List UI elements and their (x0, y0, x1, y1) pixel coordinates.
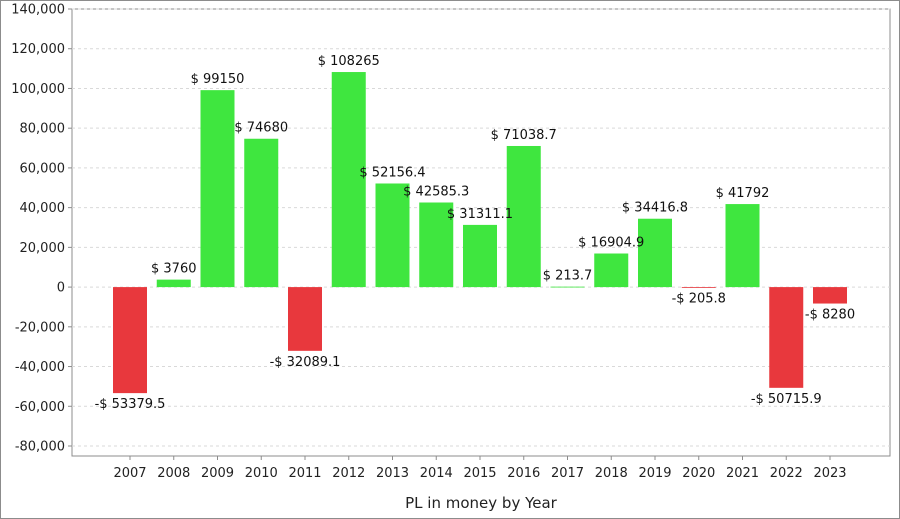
y-tick-label: 140,000 (11, 3, 65, 18)
x-tick-label: 2019 (638, 466, 671, 481)
y-tick-label: -40,000 (15, 360, 65, 375)
data-label-2012: $ 108265 (318, 54, 380, 69)
bar-2007 (113, 287, 147, 394)
bar-2015 (463, 224, 497, 288)
y-tick-label: 100,000 (11, 82, 65, 97)
data-label-2019: $ 34416.8 (622, 201, 688, 216)
bar-2012 (331, 72, 366, 288)
data-label-2008: $ 3760 (151, 262, 197, 277)
data-labels: -$ 53379.5 $ 3760 $ 99150 $ 74680 -$ 32089.1… (95, 54, 856, 412)
data-label-2021: $ 41792 (716, 186, 770, 201)
x-axis: 2007 2008 2009 2010 2011 2012 2013 2014 2015 2016… (113, 456, 847, 481)
x-tick-label: 2012 (332, 466, 365, 481)
x-tick-label: 2011 (288, 466, 321, 481)
data-label-2020: -$ 205.8 (672, 291, 726, 306)
data-label-2010: $ 74680 (234, 121, 288, 136)
bar-2020 (681, 287, 716, 288)
x-tick-label: 2018 (595, 466, 628, 481)
y-tick-label: 60,000 (20, 161, 66, 176)
x-tick-label: 2020 (682, 466, 715, 481)
x-tick-label: 2013 (376, 466, 409, 481)
x-tick-label: 2021 (726, 466, 759, 481)
bar-2018 (594, 253, 629, 288)
data-label-2018: $ 16904.9 (578, 236, 644, 251)
bar-2017 (550, 286, 585, 288)
data-label-2007: -$ 53379.5 (95, 397, 166, 412)
x-tick-label: 2008 (157, 466, 190, 481)
bar-2011 (288, 287, 322, 351)
data-label-2009: $ 99150 (191, 72, 245, 87)
y-tick-label: -60,000 (15, 400, 65, 415)
x-tick-label: 2009 (201, 466, 234, 481)
data-label-2015: $ 31311.1 (447, 207, 513, 222)
x-tick-label: 2022 (770, 466, 803, 481)
bars (113, 72, 847, 394)
data-label-2022: -$ 50715.9 (751, 392, 822, 407)
y-axis: 140,000 120,000 100,000 80,000 60,000 40,000 2… (11, 3, 72, 455)
bar-2022 (769, 287, 804, 388)
data-label-2017: $ 213.7 (543, 269, 593, 284)
x-tick-label: 2017 (551, 466, 584, 481)
x-tick-label: 2023 (813, 466, 846, 481)
x-tick-label: 2016 (507, 466, 540, 481)
bar-2008 (156, 279, 191, 288)
bar-2021 (725, 204, 760, 288)
y-tick-label: -20,000 (15, 320, 65, 335)
bar-2013 (375, 183, 410, 288)
y-tick-label: 80,000 (20, 122, 66, 137)
bar-2019 (638, 218, 672, 288)
data-label-2013: $ 52156.4 (359, 165, 425, 180)
bar-2010 (244, 138, 279, 288)
x-tick-label: 2007 (113, 466, 146, 481)
x-tick-label: 2015 (463, 466, 496, 481)
bar-2014 (419, 202, 454, 288)
y-tick-label: 20,000 (20, 241, 66, 256)
data-label-2023: -$ 8280 (805, 308, 855, 323)
data-label-2014: $ 42585.3 (403, 185, 469, 200)
y-tick-label: 40,000 (20, 201, 66, 216)
y-tick-label: 120,000 (11, 42, 65, 57)
bar-2016 (506, 145, 541, 288)
data-label-2016: $ 71038.7 (491, 128, 557, 143)
y-tick-label: -80,000 (15, 440, 65, 455)
data-label-2011: -$ 32089.1 (270, 355, 341, 370)
y-tick-label: 0 (57, 281, 65, 296)
x-tick-label: 2010 (245, 466, 278, 481)
x-axis-title: PL in money by Year (405, 494, 558, 512)
bar-2009 (200, 90, 235, 288)
x-tick-label: 2014 (420, 466, 453, 481)
bar-2023 (813, 287, 847, 304)
